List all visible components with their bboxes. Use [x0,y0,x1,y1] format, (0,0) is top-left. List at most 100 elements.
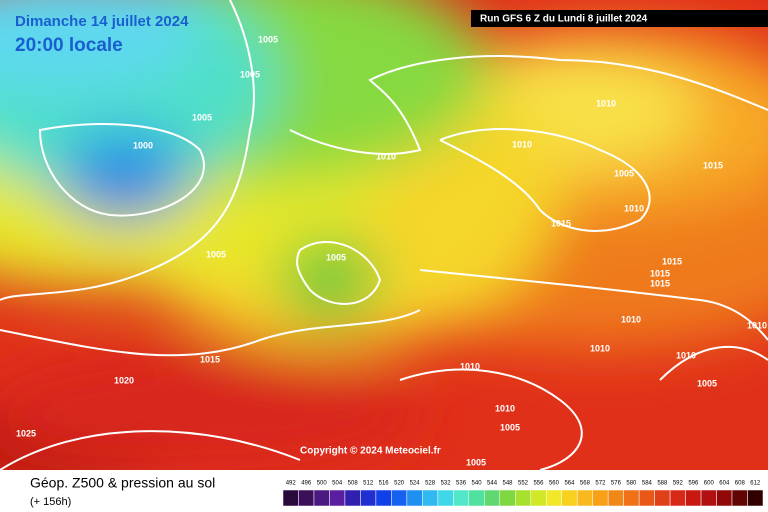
scale-label: 584 [642,481,653,487]
scale-label: 492 [286,481,297,487]
scale-label: 576 [611,481,622,487]
scale-label: 548 [503,481,514,487]
scale-label: 564 [564,481,575,487]
scale-swatch [731,489,748,507]
isobar-label: 1010 [596,98,616,108]
scale-label: 540 [472,481,483,487]
scale-swatch [282,489,299,507]
isobar-label: 1005 [500,422,520,432]
scale-label: 596 [688,481,699,487]
isobar-label: 1000 [133,140,153,150]
scale-swatch [329,489,346,507]
scale-swatch [484,489,501,507]
isobar-label: 1005 [240,69,260,79]
scale-label: 516 [379,481,390,487]
isobar-label: 1010 [621,314,641,324]
scale-label: 500 [317,481,328,487]
isobar-label: 1010 [624,203,644,213]
isobar-label: 1015 [200,354,220,364]
scale-swatch [576,489,593,507]
scale-label: 504 [332,481,343,487]
scale-label: 496 [301,481,312,487]
scale-label: 568 [580,481,591,487]
scale-label: 524 [410,481,421,487]
scale-label: 512 [363,481,374,487]
isobar-label: 1010 [460,361,480,371]
isobar-label: 1010 [512,139,532,149]
scale-label: 532 [441,481,452,487]
scale-swatch [406,489,423,507]
scale-swatch [638,489,655,507]
scale-label: 588 [657,481,668,487]
scale-swatch [360,489,377,507]
scale-swatch [391,489,408,507]
scale-swatch [515,489,531,507]
scale-label: 592 [673,481,684,487]
scale-swatch [375,489,392,507]
isobar-label: 1010 [676,350,696,360]
scale-label: 572 [595,481,606,487]
isobar-label: 1015 [703,160,723,170]
scale-swatch [592,489,609,507]
isobar-label: 1010 [495,403,515,413]
date-label: Dimanche 14 juillet 2024 [15,13,189,30]
scale-swatch [437,489,454,507]
scale-label: 552 [518,481,529,487]
isobar-label: 1005 [192,112,212,122]
run-label: Run GFS 6 Z du Lundi 8 juillet 2024 [480,14,648,25]
copyright: Copyright © 2024 Meteociel.fr [300,446,441,457]
scale-label: 544 [487,481,498,487]
scale-label: 604 [719,481,730,487]
isobar-label: 1010 [590,343,610,353]
isobar-label: 1015 [650,268,670,278]
scale-label: 600 [704,481,715,487]
scale-swatch [669,489,686,507]
scale-swatch [422,489,439,507]
scale-swatch [716,489,733,507]
isobar-label: 1015 [551,218,571,228]
scale-swatch [545,489,562,507]
time-label: 20:00 locale [15,35,123,56]
isobar-label: 1005 [614,168,634,178]
scale-swatch [747,489,764,507]
map-field [0,0,768,470]
scale-label: 580 [626,481,637,487]
scale-swatch [654,489,671,507]
scale-label: 508 [348,481,359,487]
scale-label: 556 [533,481,544,487]
isobar-label: 1025 [16,428,36,438]
scale-swatch [530,489,547,507]
scale-label: 608 [735,481,746,487]
scale-swatch [298,489,315,507]
isobar-label: 1005 [466,457,486,467]
scale-swatch [313,489,330,507]
scale-swatch [607,489,624,507]
scale-swatch [623,489,640,507]
isobar-label: 1010 [376,151,396,161]
isobar-label: 1015 [662,256,682,266]
scale-swatch [700,489,717,507]
isobar-label: 1005 [206,249,226,259]
scale-label: 528 [425,481,436,487]
isobar-label: 1005 [258,34,278,44]
scale-label: 520 [394,481,405,487]
scale-swatch [344,489,361,507]
scale-label: 560 [549,481,560,487]
scale-swatch [468,489,485,507]
scale-swatch [685,489,702,507]
scale-label: 536 [456,481,467,487]
scale-swatch [453,489,470,507]
footer-title: Géop. Z500 & pression au sol [30,475,215,491]
isobar-label: 1015 [650,278,670,288]
isobar-label: 1020 [114,375,134,385]
run-banner [471,10,768,27]
scale-swatch [561,489,578,507]
scale-label: 612 [750,481,761,487]
isobar-label: 1005 [326,252,346,262]
isobar-label: 1005 [697,378,717,388]
isobars [0,0,768,470]
scale-swatch [499,489,516,507]
isobar-label: 1010 [747,320,767,330]
